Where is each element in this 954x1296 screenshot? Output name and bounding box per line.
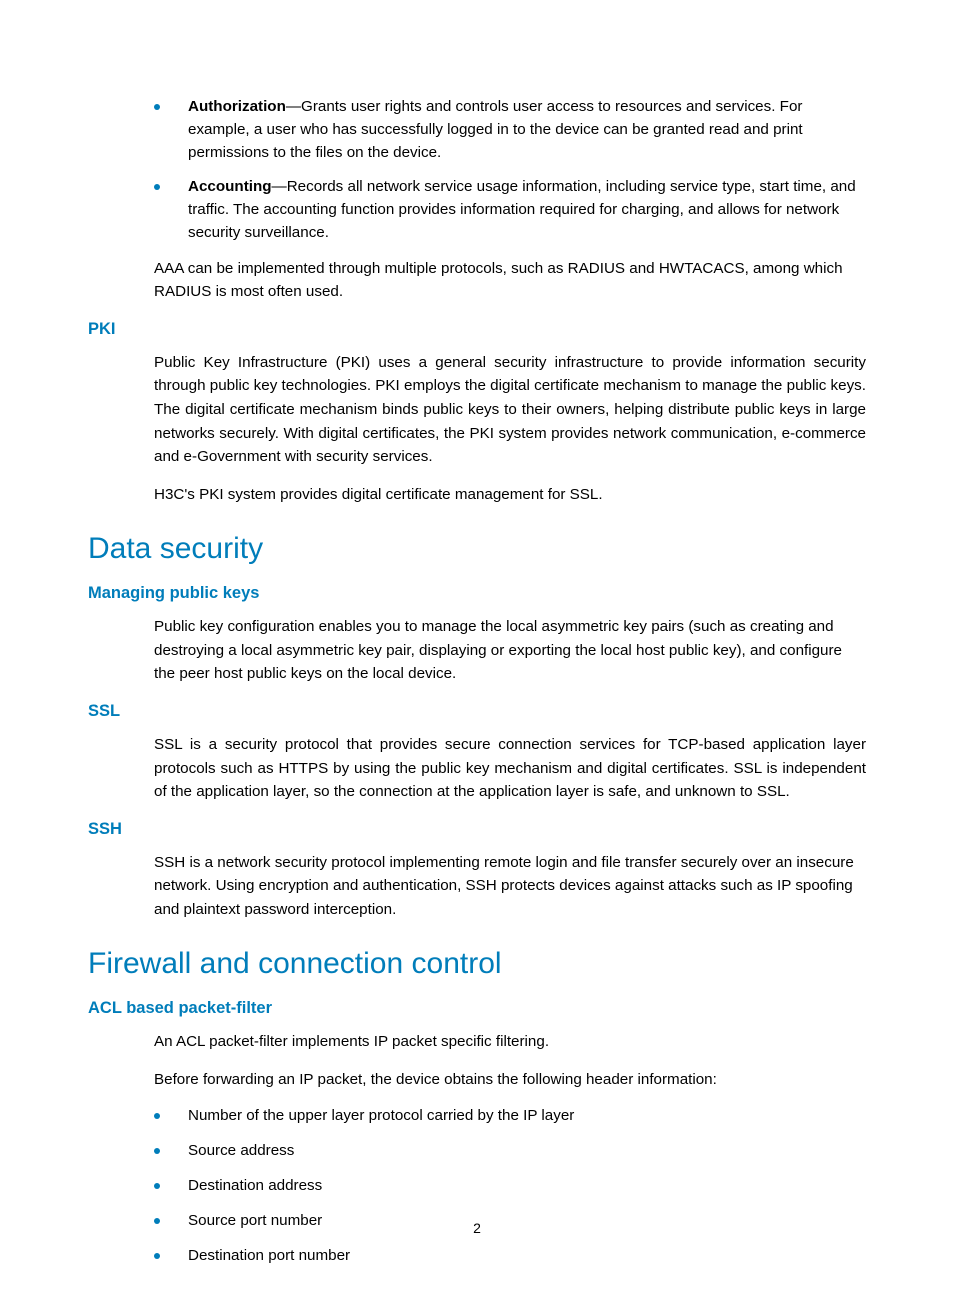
acl-heading: ACL based packet-filter — [88, 999, 866, 1018]
pki-paragraph-2: H3C's PKI system provides digital certif… — [154, 483, 866, 507]
bullet-text: Authorization—Grants user rights and con… — [188, 96, 866, 164]
list-item: Destination address — [154, 1175, 866, 1198]
top-bullet-list: Authorization—Grants user rights and con… — [154, 96, 866, 245]
bullet-icon — [154, 1183, 160, 1189]
list-item: Authorization—Grants user rights and con… — [154, 96, 866, 164]
pki-paragraph-1: Public Key Infrastructure (PKI) uses a g… — [154, 351, 866, 469]
list-item: Source address — [154, 1140, 866, 1163]
bullet-text: Destination port number — [188, 1245, 866, 1268]
bullet-icon — [154, 1113, 160, 1119]
list-item: Number of the upper layer protocol carri… — [154, 1105, 866, 1128]
bullet-icon — [154, 104, 160, 110]
bullet-term: Accounting — [188, 178, 272, 195]
ssl-heading: SSL — [88, 702, 866, 721]
ssh-heading: SSH — [88, 820, 866, 839]
bullet-icon — [154, 1253, 160, 1259]
list-item: Destination port number — [154, 1245, 866, 1268]
ssh-paragraph: SSH is a network security protocol imple… — [154, 851, 866, 922]
page-number: 2 — [0, 1220, 954, 1236]
bullet-icon — [154, 1148, 160, 1154]
bullet-text: Number of the upper layer protocol carri… — [188, 1105, 866, 1128]
acl-paragraph-2: Before forwarding an IP packet, the devi… — [154, 1068, 866, 1092]
firewall-heading: Firewall and connection control — [88, 947, 866, 981]
acl-paragraph-1: An ACL packet-filter implements IP packe… — [154, 1030, 866, 1054]
bullet-icon — [154, 184, 160, 190]
bullet-text: Source address — [188, 1140, 866, 1163]
bullet-term: Authorization — [188, 98, 286, 115]
bullet-text: Destination address — [188, 1175, 866, 1198]
page-content: Authorization—Grants user rights and con… — [0, 0, 954, 1267]
bullet-body: —Records all network service usage infor… — [188, 178, 856, 241]
bullet-text: Accounting—Records all network service u… — [188, 176, 866, 244]
managing-public-keys-paragraph: Public key configuration enables you to … — [154, 615, 866, 686]
pki-heading: PKI — [88, 320, 866, 339]
ssl-paragraph: SSL is a security protocol that provides… — [154, 733, 866, 804]
acl-bullet-list: Number of the upper layer protocol carri… — [154, 1105, 866, 1267]
data-security-heading: Data security — [88, 532, 866, 566]
managing-public-keys-heading: Managing public keys — [88, 584, 866, 603]
list-item: Accounting—Records all network service u… — [154, 176, 866, 244]
aaa-paragraph: AAA can be implemented through multiple … — [154, 257, 866, 304]
